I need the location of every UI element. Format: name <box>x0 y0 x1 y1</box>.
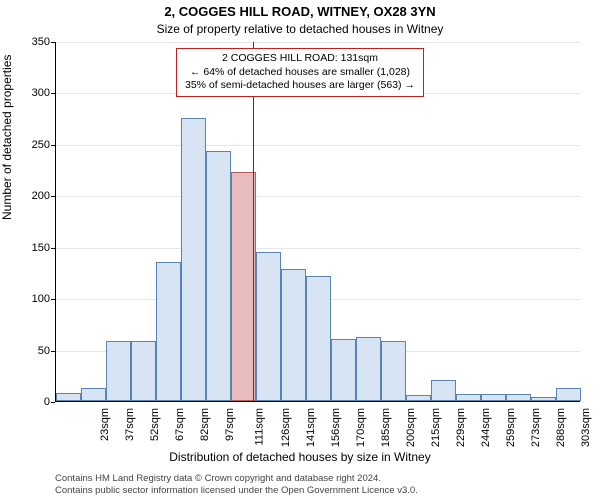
bar <box>556 388 581 401</box>
ytick-mark <box>51 299 55 300</box>
xtick-label: 23sqm <box>99 408 111 441</box>
bar <box>256 252 281 401</box>
xtick-label: 170sqm <box>355 408 367 447</box>
bar <box>156 262 181 401</box>
ytick-mark <box>51 93 55 94</box>
bar <box>506 394 531 401</box>
bar <box>356 337 381 401</box>
bar <box>381 341 406 401</box>
bar <box>456 394 481 401</box>
title-main: 2, COGGES HILL ROAD, WITNEY, OX28 3YN <box>0 4 600 19</box>
gridline <box>56 145 580 146</box>
bar <box>331 339 356 401</box>
title-sub: Size of property relative to detached ho… <box>0 22 600 36</box>
footnote-line2: Contains public sector information licen… <box>55 485 418 497</box>
chart-container: 2, COGGES HILL ROAD, WITNEY, OX28 3YN Si… <box>0 0 600 500</box>
plot-area: 2 COGGES HILL ROAD: 131sqm ← 64% of deta… <box>55 42 580 402</box>
bar <box>206 151 231 401</box>
xtick-label: 215sqm <box>430 408 442 447</box>
ytick-label: 200 <box>10 190 50 202</box>
ytick-mark <box>51 196 55 197</box>
bar <box>56 393 81 401</box>
xtick-label: 185sqm <box>380 408 392 447</box>
ytick-mark <box>51 402 55 403</box>
ytick-label: 100 <box>10 293 50 305</box>
xtick-label: 97sqm <box>224 408 236 441</box>
xtick-label: 126sqm <box>280 408 292 447</box>
callout-line2: ← 64% of detached houses are smaller (1,… <box>185 66 415 80</box>
ytick-mark <box>51 42 55 43</box>
bar <box>481 394 506 401</box>
bar <box>181 118 206 401</box>
gridline <box>56 42 580 43</box>
xtick-label: 200sqm <box>405 408 417 447</box>
ytick-label: 250 <box>10 139 50 151</box>
footnote: Contains HM Land Registry data © Crown c… <box>55 473 418 497</box>
bar <box>531 397 556 401</box>
xtick-label: 156sqm <box>330 408 342 447</box>
bar <box>281 269 306 401</box>
xtick-label: 37sqm <box>124 408 136 441</box>
gridline <box>56 196 580 197</box>
bar <box>431 380 456 401</box>
xtick-label: 273sqm <box>530 408 542 447</box>
xtick-label: 244sqm <box>480 408 492 447</box>
footnote-line1: Contains HM Land Registry data © Crown c… <box>55 473 418 485</box>
bar <box>131 341 156 401</box>
xtick-label: 111sqm <box>253 408 265 446</box>
ytick-label: 50 <box>10 345 50 357</box>
bar <box>406 395 431 401</box>
xtick-label: 303sqm <box>580 408 592 447</box>
gridline <box>56 248 580 249</box>
ytick-label: 350 <box>10 36 50 48</box>
ytick-mark <box>51 248 55 249</box>
ytick-label: 0 <box>10 396 50 408</box>
ytick-mark <box>51 351 55 352</box>
callout-line1: 2 COGGES HILL ROAD: 131sqm <box>185 52 415 66</box>
ytick-label: 300 <box>10 87 50 99</box>
xtick-label: 229sqm <box>455 408 467 447</box>
xtick-label: 259sqm <box>505 408 517 447</box>
xtick-label: 141sqm <box>305 408 317 447</box>
ytick-mark <box>51 145 55 146</box>
xtick-label: 82sqm <box>199 408 211 441</box>
bar <box>306 276 331 401</box>
ytick-label: 150 <box>10 242 50 254</box>
x-axis-label: Distribution of detached houses by size … <box>0 450 600 464</box>
xtick-label: 288sqm <box>555 408 567 447</box>
callout-line3: 35% of semi-detached houses are larger (… <box>185 79 415 93</box>
callout-box: 2 COGGES HILL ROAD: 131sqm ← 64% of deta… <box>176 48 424 97</box>
bar <box>106 341 131 401</box>
xtick-label: 67sqm <box>174 408 186 441</box>
xtick-label: 52sqm <box>149 408 161 441</box>
bar <box>81 388 106 401</box>
